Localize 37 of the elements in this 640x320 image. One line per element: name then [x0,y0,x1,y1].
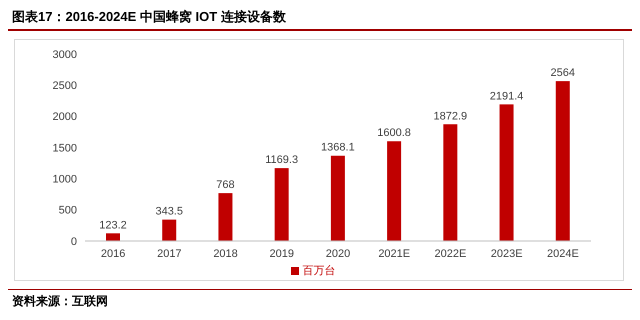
bar [330,156,345,241]
y-tick-label: 1500 [52,142,77,154]
bar [443,124,458,241]
x-tick-label: 2021E [378,248,410,260]
bar [106,233,120,241]
bar [162,220,176,241]
y-tick-label: 1000 [52,174,77,186]
data-label: 343.5 [155,206,183,218]
x-tick-label: 2023E [490,248,523,260]
x-tick-label: 2020 [326,248,350,260]
data-label: 2191.4 [490,90,524,102]
y-tick-label: 2500 [52,80,77,92]
x-tick-label: 2018 [213,248,238,260]
data-label: 768 [216,179,235,192]
y-tick-label: 500 [58,204,77,217]
legend-label: 百万台 [302,265,336,277]
data-label: 1368.1 [321,142,355,154]
text: 资料来源：互联网 [12,293,109,310]
chart-title: 图表17：2016-2024E 中国蜂窝 IOT 连接设备数 [8,8,632,31]
y-tick-label: 2000 [52,111,77,124]
x-tick-label: 2017 [157,248,182,260]
data-label: 2564 [550,67,576,80]
x-tick-label: 2022E [434,248,466,260]
y-tick-label: 0 [70,236,77,248]
x-tick-label: 2016 [100,248,126,260]
bar [218,193,232,241]
bar [500,104,514,241]
x-tick-label: 2024E [546,248,579,260]
data-label: 1600.8 [377,127,411,140]
bar [556,81,570,241]
y-tick-label: 3000 [52,48,77,61]
x-tick-label: 2019 [270,248,294,260]
data-label: 1872.9 [434,110,468,122]
data-label: 123.2 [99,219,127,232]
bar [274,168,289,241]
bar [387,141,402,241]
data-label: 1169.3 [265,154,298,166]
